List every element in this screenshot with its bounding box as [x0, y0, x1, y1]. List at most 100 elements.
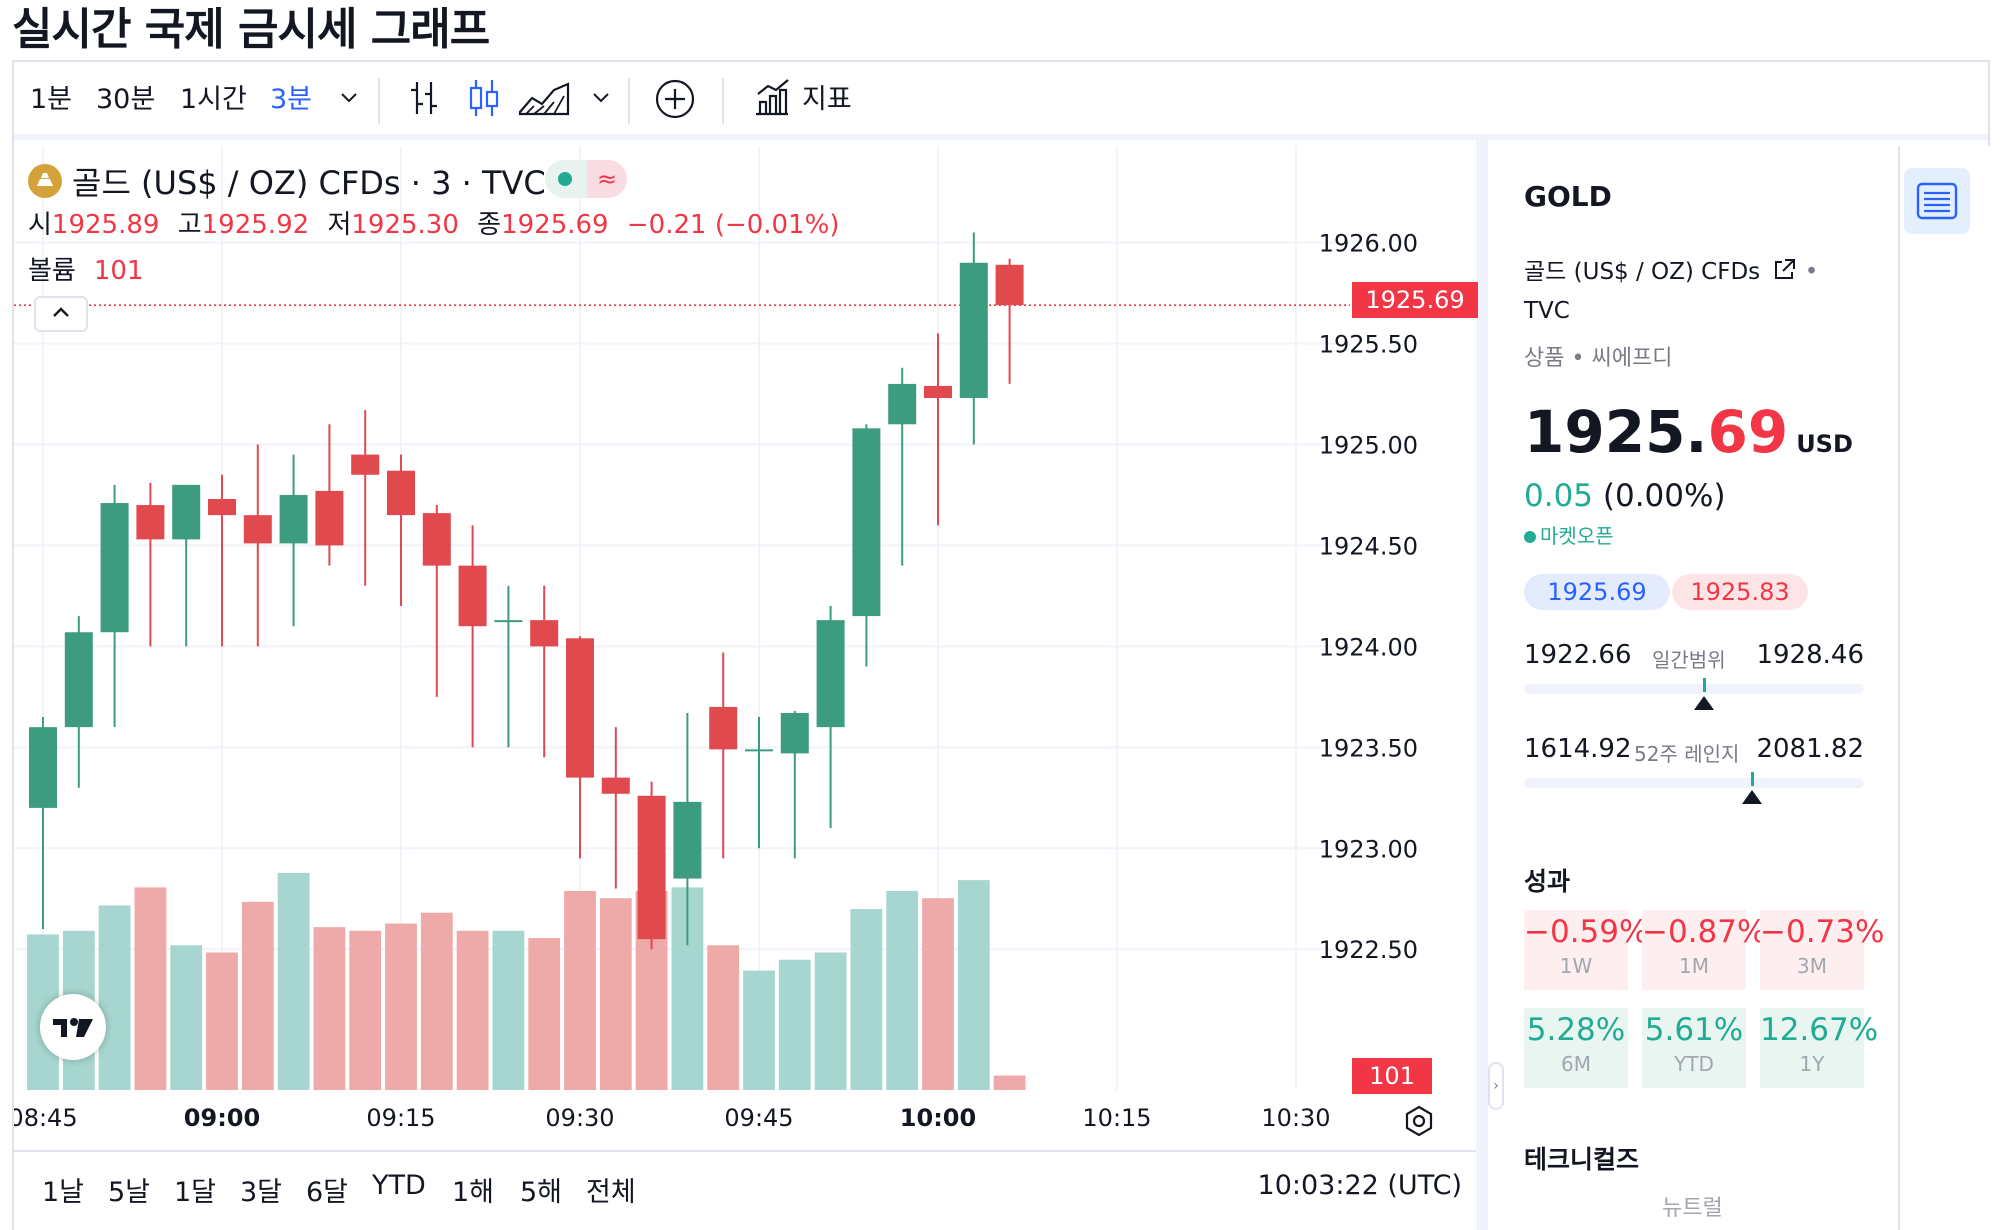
y-tick-label: 1923.00: [1319, 835, 1418, 863]
volume-bar: [599, 898, 632, 1090]
performance-cell-1m: −0.87% 1M: [1642, 910, 1767, 990]
right-toolbar: [1898, 146, 1990, 1230]
candle-body: [566, 638, 594, 778]
interval-3m[interactable]: 3분: [270, 84, 313, 115]
candle-body: [852, 428, 881, 617]
range-5y[interactable]: 5해: [520, 1177, 563, 1208]
volume-bar: [993, 1075, 1026, 1090]
price-chart[interactable]: 1926.00 1925.50 1925.00 1924.50 1924.00 1923.…: [14, 146, 1476, 1150]
range-3m[interactable]: 3달: [240, 1177, 283, 1208]
range-6m[interactable]: 6달: [306, 1177, 349, 1208]
volume-bar: [886, 890, 919, 1090]
interval-1m[interactable]: 1분: [30, 84, 73, 115]
utc-clock[interactable]: 10:03:22 (UTC): [1257, 1170, 1462, 1201]
collapse-legend-button[interactable]: [34, 296, 88, 332]
week52-range-bar: [1524, 772, 1864, 804]
chevron-up-icon: [53, 307, 69, 317]
volume-bar: [564, 890, 596, 1090]
symbol-category: 상품 • 씨에프디: [1524, 346, 1673, 371]
range-all[interactable]: 전체: [586, 1177, 636, 1208]
day-range-bar: [1524, 678, 1864, 710]
candle-body: [387, 470, 415, 516]
performance-value: −0.73%: [1760, 914, 1885, 950]
x-tick-label: 10:00: [900, 1104, 976, 1132]
week52-range-labels: 1614.92 52주 레인지 2081.82: [1524, 734, 1864, 766]
symbol-exchange: TVC: [1524, 298, 1570, 324]
delayed-data-icon: ≈: [587, 160, 627, 198]
performance-value: −0.87%: [1642, 914, 1767, 950]
area-chart-type-icon[interactable]: [518, 80, 570, 120]
y-tick-label: 1924.00: [1319, 633, 1418, 661]
indicators-button[interactable]: 지표: [802, 84, 852, 115]
gold-logo-icon: [28, 164, 62, 198]
watchlist-button[interactable]: [1904, 168, 1970, 234]
chevron-down-icon[interactable]: [590, 86, 612, 112]
candlestick-type-icon[interactable]: [466, 76, 502, 124]
y-tick-label: 1925.00: [1319, 431, 1418, 459]
volume-bar: [528, 938, 561, 1090]
last-volume-tag: 101: [1352, 1058, 1432, 1094]
day-range-marker: [1703, 678, 1707, 692]
candle-body: [422, 513, 451, 566]
date-range-bar: 1날 5날 1달 3달 6달 YTD 1해 5해 전체 10:03:22 (UT…: [14, 1150, 1476, 1230]
candle-body: [816, 620, 845, 728]
ohlc-values: 시1925.89 고1925.92 저1925.30 종1925.69 −0.2…: [28, 210, 840, 240]
low-value: 1925.30: [351, 210, 459, 240]
chart-settings-icon[interactable]: [1402, 1104, 1436, 1142]
candle-body: [315, 490, 344, 546]
volume-bar: [241, 901, 274, 1090]
performance-value: 5.61%: [1644, 1012, 1744, 1048]
change-value: −0.21 (−0.01%): [626, 210, 840, 240]
interval-1h[interactable]: 1시간: [180, 84, 247, 115]
candle-body: [780, 713, 809, 754]
week52-range-pointer: [1741, 790, 1762, 804]
symbol-name[interactable]: 골드 (US$ / OZ) CFDs •: [1524, 259, 1819, 285]
volume-bar: [707, 945, 740, 1090]
legend-title: 골드 (US$ / OZ) CFDs · 3 · TVC: [28, 158, 546, 204]
x-tick-label: 09:30: [545, 1104, 614, 1132]
price-change: 0.05 (0.00%): [1524, 478, 1726, 514]
performance-cell-ytd: 5.61% YTD: [1642, 1008, 1746, 1088]
performance-title: 성과: [1524, 867, 1571, 896]
volume-bar: [814, 952, 847, 1090]
volume-bar: [743, 970, 775, 1090]
range-5d[interactable]: 5날: [108, 1177, 151, 1208]
x-tick-label: 09:45: [724, 1104, 793, 1132]
volume-bar: [98, 905, 131, 1090]
range-1d[interactable]: 1날: [42, 1177, 85, 1208]
candle-body: [136, 505, 165, 540]
panel-toggle-button[interactable]: ›: [1488, 1062, 1504, 1110]
volume-legend: 볼륨 101: [28, 250, 143, 287]
range-ytd[interactable]: YTD: [372, 1170, 426, 1201]
range-1y[interactable]: 1해: [452, 1177, 495, 1208]
volume-bar: [456, 930, 489, 1090]
compare-add-icon[interactable]: [654, 78, 696, 124]
chart-toolbar: 1분 30분 1시간 3분 지표: [14, 62, 1988, 140]
y-tick-label: 1926.00: [1319, 230, 1418, 258]
interval-30m[interactable]: 30분: [96, 84, 156, 115]
high-value: 1925.92: [201, 210, 310, 240]
panel-divider[interactable]: [1476, 140, 1488, 1230]
candle-body: [530, 620, 559, 647]
volume-label: 볼륨: [28, 256, 76, 286]
y-tick-label: 1925.50: [1319, 331, 1418, 359]
current-price: 1925.69 USD: [1524, 398, 1853, 466]
performance-period: 1Y: [1799, 1052, 1825, 1076]
chevron-down-icon[interactable]: [338, 86, 360, 112]
market-status-pill[interactable]: ≈: [545, 160, 627, 198]
bid-price: 1925.69: [1524, 574, 1670, 610]
performance-cell-3m: −0.73% 3M: [1760, 910, 1885, 990]
indicators-icon[interactable]: [752, 78, 792, 122]
last-price-tag: 1925.69: [1352, 282, 1478, 318]
bar-chart-type-icon[interactable]: [406, 78, 442, 122]
range-1m[interactable]: 1달: [174, 1177, 217, 1208]
volume-bar: [850, 909, 883, 1090]
x-tick-label: 10:15: [1082, 1104, 1151, 1132]
y-tick-label: 1923.50: [1319, 734, 1418, 762]
x-tick-label: 08:45: [14, 1104, 78, 1132]
market-open-dot: [558, 172, 572, 186]
volume-bar: [206, 952, 238, 1090]
volume-bar: [277, 872, 310, 1090]
tradingview-logo-icon[interactable]: [40, 994, 106, 1060]
candle-body: [601, 777, 630, 794]
